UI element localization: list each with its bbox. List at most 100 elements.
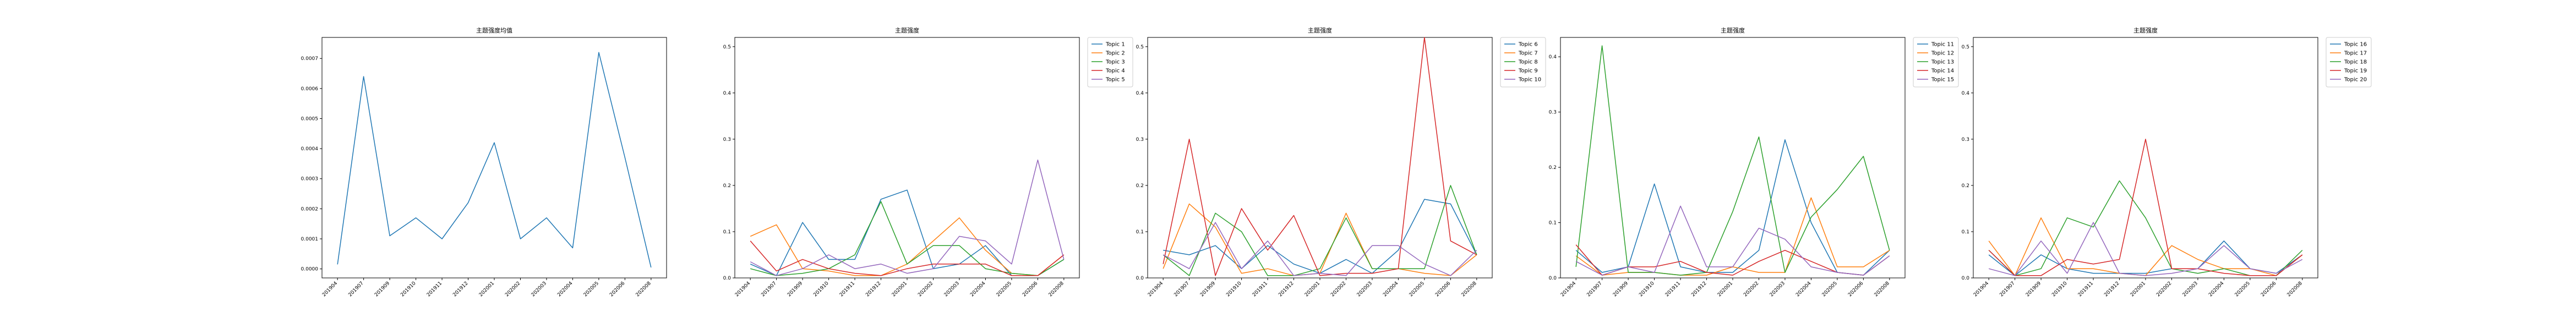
- x-tick-label: 201909: [787, 281, 804, 298]
- legend-box: [2326, 37, 2372, 88]
- y-tick-label: 0.1: [1136, 229, 1144, 235]
- legend-label: Topic 11: [1931, 42, 1954, 48]
- series-line-2: [1575, 197, 1890, 276]
- x-tick-label: 202002: [504, 281, 521, 298]
- x-tick-label: 201904: [1560, 281, 1578, 298]
- x-tick-label: 202004: [1795, 281, 1813, 298]
- plot-frame: [1147, 37, 1493, 278]
- x-tick-label: 202002: [917, 281, 934, 298]
- x-tick-label: 201909: [374, 281, 391, 298]
- x-tick-label: 201904: [321, 281, 339, 298]
- legend-label: Topic 19: [2344, 68, 2367, 74]
- series-line-1: [1575, 139, 1890, 276]
- x-tick-label: 202003: [2182, 281, 2199, 298]
- chart-panel-2: 主题强度 0.0 0.1 0.2 0.3 0.4 0.5 201904 201907 201909…: [723, 26, 1133, 298]
- y-tick-label: 0.3: [723, 137, 731, 143]
- legend-label: Topic 1: [1105, 42, 1125, 48]
- x-tick-label: 201911: [426, 281, 443, 298]
- series-line-4: [1163, 37, 1477, 276]
- x-tick-label: 201912: [452, 281, 469, 298]
- y-tick-label: 0.4: [723, 91, 732, 96]
- x-tick-label: 201912: [865, 281, 882, 298]
- x-tick-label: 201907: [1173, 281, 1190, 298]
- chart-title: 主题强度: [2133, 26, 2158, 34]
- x-tick-label: 202005: [1821, 281, 1838, 298]
- x-tick-label: 201909: [2025, 281, 2043, 298]
- x-tick-label: 201907: [760, 281, 777, 298]
- series-line-2: [1163, 203, 1477, 276]
- chart-title: 主题强度: [895, 26, 919, 34]
- x-tick-label: 201910: [1225, 281, 1243, 298]
- y-tick-label: 0.2: [723, 183, 731, 189]
- x-tick-label: 202003: [943, 281, 960, 298]
- x-tick-label: 202001: [1717, 281, 1734, 298]
- legend-label: Topic 4: [1105, 68, 1125, 74]
- y-tick-label: 0.0: [1962, 276, 1970, 281]
- y-tick-label: 0.0001: [301, 237, 319, 242]
- series-line-5: [1575, 205, 1890, 276]
- y-tick-label: 0.0006: [301, 86, 319, 92]
- legend-label: Topic 18: [2344, 59, 2367, 65]
- x-tick-label: 202001: [478, 281, 495, 298]
- plot-frame: [321, 37, 667, 278]
- y-tick-label: 0.3: [1136, 137, 1144, 143]
- x-tick-label: 202005: [1409, 281, 1426, 298]
- x-tick-label: 202006: [1022, 281, 1039, 298]
- y-tick-label: 0.0007: [301, 56, 319, 62]
- y-tick-label: 0.3: [1962, 137, 1969, 143]
- series-line-5: [1163, 222, 1477, 276]
- x-tick-label: 202002: [2155, 281, 2173, 298]
- y-tick-label: 0.0003: [301, 177, 319, 182]
- x-tick-label: 202004: [1382, 281, 1400, 298]
- x-tick-label: 202004: [2208, 281, 2225, 298]
- series-line-4: [1575, 244, 1890, 276]
- x-tick-label: 202004: [969, 281, 987, 298]
- series-line-2: [750, 217, 1065, 276]
- plot-frame: [1560, 37, 1906, 278]
- chart-panel-4: 主题强度 0.0 0.1 0.2 0.3 0.4 201904 201907 201909 201…: [1549, 26, 1959, 298]
- y-tick-label: 0.5: [1136, 45, 1144, 50]
- x-tick-label: 202006: [609, 281, 626, 298]
- x-tick-label: 202006: [1434, 281, 1452, 298]
- y-tick-label: 0.0: [1549, 276, 1557, 281]
- x-tick-label: 202004: [556, 281, 574, 298]
- legend-label: Topic 17: [2344, 51, 2367, 57]
- series-line-3: [1575, 45, 1890, 276]
- y-tick-label: 0.1: [723, 229, 731, 235]
- x-tick-label: 201911: [2077, 281, 2094, 298]
- x-tick-label: 202001: [2130, 281, 2147, 298]
- y-tick-label: 0.2: [1549, 165, 1557, 171]
- y-tick-label: 0.3: [1549, 110, 1557, 116]
- x-tick-label: 201909: [1612, 281, 1630, 298]
- x-tick-label: 202008: [635, 281, 653, 298]
- x-tick-label: 201911: [1664, 281, 1682, 298]
- legend-label: Topic 9: [1518, 68, 1538, 74]
- x-tick-label: 202008: [2286, 281, 2304, 298]
- x-tick-label: 201909: [1199, 281, 1217, 298]
- x-tick-label: 201910: [812, 281, 830, 298]
- legend-label: Topic 14: [1931, 68, 1954, 74]
- legend-label: Topic 12: [1931, 51, 1954, 57]
- chart-title: 主题强度: [1308, 26, 1332, 34]
- y-tick-label: 0.1: [1962, 229, 1969, 235]
- series-line-3: [750, 201, 1065, 276]
- y-tick-label: 0.2: [1962, 183, 1969, 189]
- chart-panel-5: 主题强度 0.0 0.1 0.2 0.3 0.4 0.5 201904 201907 201909…: [1962, 26, 2372, 298]
- y-tick-label: 0.5: [723, 45, 731, 50]
- x-tick-label: 201910: [1638, 281, 1656, 298]
- x-tick-label: 202003: [1356, 281, 1373, 298]
- y-tick-label: 0.4: [1549, 54, 1557, 60]
- y-tick-label: 0.2: [1136, 183, 1144, 189]
- series-line-1: [1163, 199, 1477, 274]
- x-tick-label: 201912: [1690, 281, 1707, 298]
- legend-label: Topic 7: [1518, 51, 1538, 57]
- x-tick-label: 202003: [531, 281, 548, 298]
- y-tick-label: 0.0005: [301, 116, 319, 122]
- x-tick-label: 202001: [1304, 281, 1321, 298]
- y-tick-label: 0.4: [1962, 91, 1970, 96]
- chart-title: 主题强度均值: [476, 26, 512, 34]
- x-tick-label: 201904: [1147, 281, 1165, 298]
- series-line-5: [750, 159, 1065, 276]
- x-tick-label: 202005: [996, 281, 1013, 298]
